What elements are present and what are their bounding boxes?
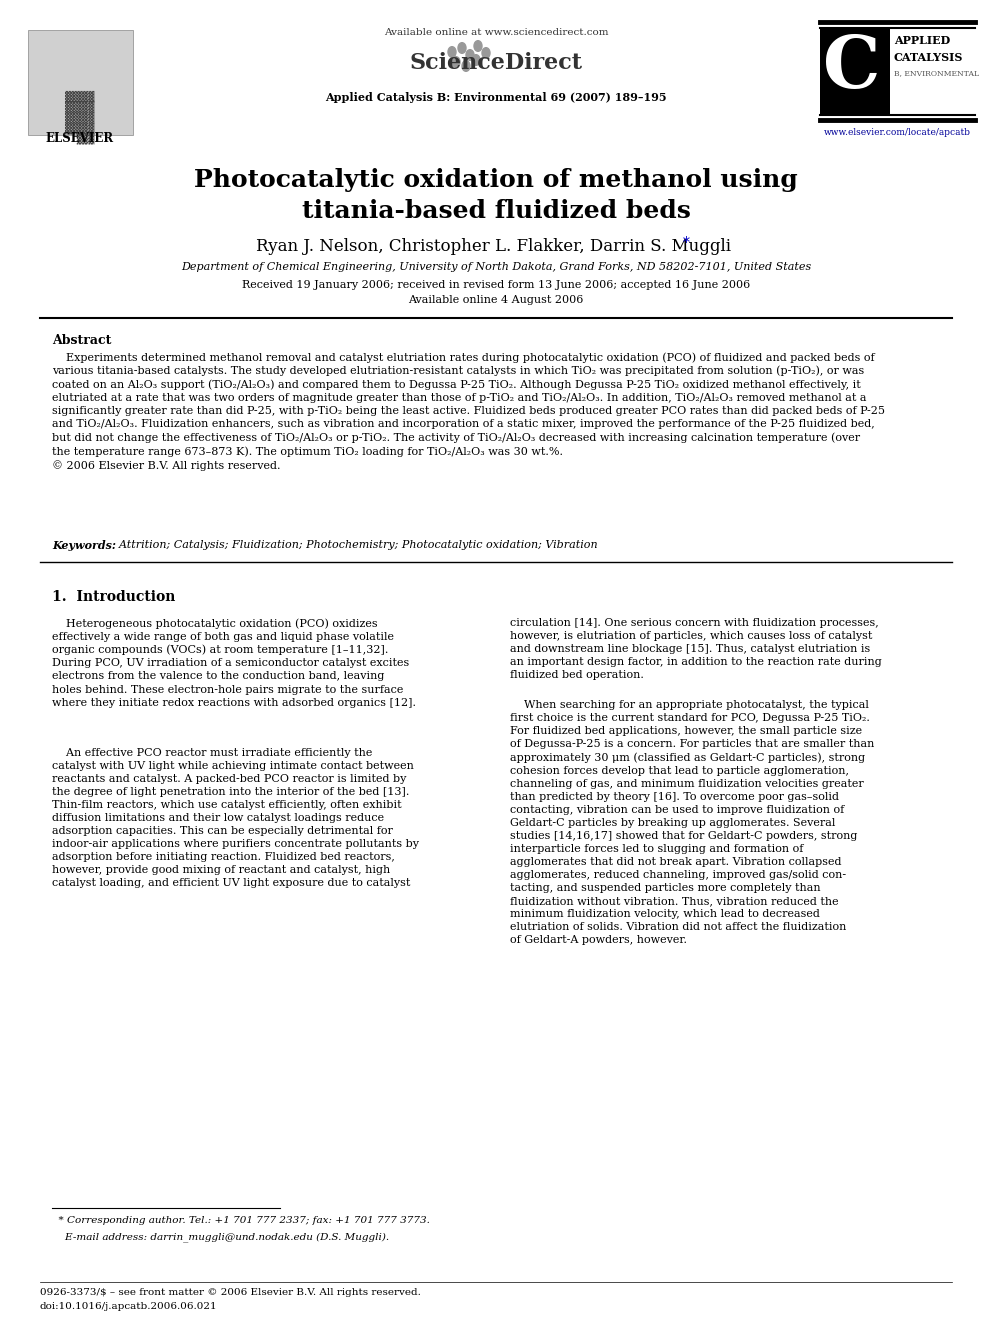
Text: Abstract: Abstract: [52, 333, 111, 347]
Text: www.elsevier.com/locate/apcatb: www.elsevier.com/locate/apcatb: [823, 128, 970, 138]
Text: circulation [14]. One serious concern with fluidization processes,
however, is e: circulation [14]. One serious concern wi…: [510, 618, 882, 680]
Text: Ryan J. Nelson, Christopher L. Flakker, Darrin S. Muggli: Ryan J. Nelson, Christopher L. Flakker, …: [256, 238, 736, 255]
Text: Photocatalytic oxidation of methanol using
titania-based fluidized beds: Photocatalytic oxidation of methanol usi…: [194, 168, 798, 222]
Circle shape: [466, 50, 474, 61]
Text: An effective PCO reactor must irradiate efficiently the
catalyst with UV light w: An effective PCO reactor must irradiate …: [52, 747, 419, 889]
Circle shape: [462, 61, 470, 71]
Text: *: *: [683, 235, 689, 250]
Circle shape: [482, 48, 490, 58]
Text: ScienceDirect: ScienceDirect: [410, 52, 582, 74]
Circle shape: [452, 57, 460, 67]
Text: CATALYSIS: CATALYSIS: [894, 52, 963, 64]
Circle shape: [458, 42, 466, 53]
Circle shape: [448, 46, 456, 57]
Text: Attrition; Catalysis; Fluidization; Photochemistry; Photocatalytic oxidation; Vi: Attrition; Catalysis; Fluidization; Phot…: [112, 540, 597, 550]
Text: E-mail address: darrin_muggli@und.nodak.edu (D.S. Muggli).: E-mail address: darrin_muggli@und.nodak.…: [52, 1232, 389, 1242]
Text: 1.  Introduction: 1. Introduction: [52, 590, 176, 605]
Text: Available online 4 August 2006: Available online 4 August 2006: [409, 295, 583, 306]
Text: B, ENVIRONMENTAL: B, ENVIRONMENTAL: [894, 69, 979, 77]
Circle shape: [474, 41, 482, 52]
Text: Experiments determined methanol removal and catalyst elutriation rates during ph: Experiments determined methanol removal …: [52, 352, 885, 471]
Text: ELSEVIER: ELSEVIER: [46, 132, 114, 146]
FancyBboxPatch shape: [820, 28, 890, 115]
Text: Heterogeneous photocatalytic oxidation (PCO) oxidizes
effectively a wide range o: Heterogeneous photocatalytic oxidation (…: [52, 618, 416, 708]
Text: 0926-3373/$ – see front matter © 2006 Elsevier B.V. All rights reserved.: 0926-3373/$ – see front matter © 2006 El…: [40, 1289, 421, 1297]
Text: APPLIED: APPLIED: [894, 34, 950, 46]
Text: Received 19 January 2006; received in revised form 13 June 2006; accepted 16 Jun: Received 19 January 2006; received in re…: [242, 280, 750, 290]
Text: doi:10.1016/j.apcatb.2006.06.021: doi:10.1016/j.apcatb.2006.06.021: [40, 1302, 217, 1311]
Text: ▓▓▓▓▓
▓▓▓▓▓
▓▓▓▓▓
▓▓▓▓▓
  ▓▓▓: ▓▓▓▓▓ ▓▓▓▓▓ ▓▓▓▓▓ ▓▓▓▓▓ ▓▓▓: [65, 90, 94, 144]
Text: Keywords:: Keywords:: [52, 540, 116, 550]
Text: Applied Catalysis B: Environmental 69 (2007) 189–195: Applied Catalysis B: Environmental 69 (2…: [325, 93, 667, 103]
Text: C: C: [823, 32, 881, 103]
Text: When searching for an appropriate photocatalyst, the typical
first choice is the: When searching for an appropriate photoc…: [510, 700, 874, 946]
Circle shape: [472, 54, 480, 65]
Text: Department of Chemical Engineering, University of North Dakota, Grand Forks, ND : Department of Chemical Engineering, Univ…: [181, 262, 811, 273]
FancyBboxPatch shape: [28, 30, 133, 135]
Text: * Corresponding author. Tel.: +1 701 777 2337; fax: +1 701 777 3773.: * Corresponding author. Tel.: +1 701 777…: [52, 1216, 430, 1225]
Text: Available online at www.sciencedirect.com: Available online at www.sciencedirect.co…: [384, 28, 608, 37]
